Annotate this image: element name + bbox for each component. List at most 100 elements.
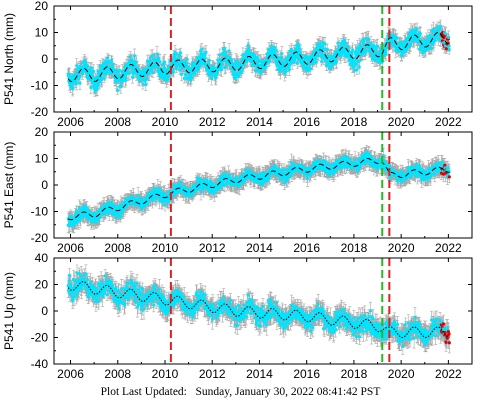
- data-point: [80, 287, 84, 291]
- data-point: [218, 184, 222, 188]
- data-point: [75, 209, 79, 213]
- data-point: [194, 299, 198, 303]
- data-point: [237, 184, 241, 188]
- data-point: [67, 274, 71, 278]
- data-point: [382, 163, 386, 168]
- data-point: [286, 56, 290, 60]
- data-point: [174, 66, 179, 70]
- data-point: [349, 57, 353, 61]
- data-point: [212, 191, 216, 195]
- data-point: [342, 308, 346, 312]
- data-point: [205, 178, 209, 182]
- data-point: [110, 65, 114, 69]
- data-point: [288, 175, 292, 179]
- data-point: [406, 321, 410, 325]
- data-point: [141, 293, 145, 298]
- data-point: [119, 215, 123, 219]
- data-point: [308, 67, 313, 71]
- data-point: [404, 38, 408, 43]
- y-tick-label: 10: [35, 26, 49, 40]
- data-point: [229, 314, 233, 318]
- data-point: [144, 83, 148, 87]
- x-tick-label: 2020: [388, 367, 415, 381]
- data-point: [290, 172, 294, 176]
- data-point: [221, 311, 225, 315]
- data-point: [200, 292, 204, 296]
- data-point: [435, 317, 439, 321]
- data-point: [285, 179, 289, 183]
- data-point: [228, 173, 232, 177]
- data-point: [142, 67, 146, 72]
- data-point: [408, 338, 412, 342]
- data-point: [133, 298, 137, 302]
- data-point: [325, 48, 329, 52]
- data-point: [370, 155, 374, 159]
- data-point: [136, 76, 140, 80]
- x-tick-label: 2022: [435, 241, 462, 255]
- data-point: [298, 50, 302, 54]
- data-point: [128, 55, 132, 59]
- data-point: [119, 84, 123, 88]
- data-point: [234, 175, 238, 179]
- data-point: [356, 167, 360, 171]
- data-point: [280, 52, 284, 56]
- data-point: [151, 54, 155, 58]
- data-point: [114, 286, 118, 290]
- data-point: [395, 36, 399, 40]
- data-point: [268, 301, 272, 305]
- data-point: [241, 67, 245, 71]
- data-point: [72, 223, 76, 227]
- x-tick-label: 2020: [388, 241, 415, 255]
- data-point: [165, 311, 169, 315]
- data-point: [308, 318, 312, 322]
- data-point: [136, 194, 140, 198]
- data-point: [287, 68, 291, 72]
- data-point: [74, 79, 78, 83]
- data-point: [434, 35, 438, 39]
- x-tick-label: 2012: [199, 241, 226, 255]
- data-point: [357, 327, 361, 331]
- data-point: [357, 335, 362, 339]
- data-point: [321, 307, 325, 311]
- data-point: [236, 316, 240, 320]
- data-point: [221, 181, 225, 185]
- data-point: [365, 328, 370, 332]
- data-point: [407, 334, 411, 338]
- data-point: [210, 317, 215, 321]
- data-point: [417, 164, 421, 168]
- data-point: [199, 190, 203, 194]
- data-point: [158, 60, 162, 64]
- data-point: [302, 62, 306, 66]
- x-tick-label: 2008: [104, 115, 131, 129]
- data-point: [210, 313, 214, 317]
- data-point: [273, 300, 277, 305]
- data-point: [79, 215, 83, 219]
- data-point: [208, 187, 212, 191]
- data-point: [123, 301, 127, 305]
- data-point: [178, 68, 182, 72]
- data-point: [401, 344, 405, 349]
- x-tick-label: 2008: [104, 241, 131, 255]
- data-point: [134, 288, 138, 292]
- data-point: [104, 211, 108, 215]
- y-tick-label: -20: [31, 105, 49, 119]
- data-point: [323, 314, 327, 318]
- data-point: [105, 293, 109, 297]
- data-point: [75, 64, 79, 68]
- data-point: [203, 56, 207, 60]
- data-point: [339, 308, 344, 312]
- data-point: [79, 274, 83, 278]
- data-point: [204, 50, 208, 54]
- data-point: [257, 64, 261, 68]
- data-point: [151, 294, 155, 298]
- data-point: [152, 186, 156, 191]
- data-point: [446, 166, 450, 170]
- x-tick-label: 2006: [57, 367, 84, 381]
- data-point: [135, 305, 140, 309]
- data-point: [409, 43, 413, 47]
- data-layer: [66, 264, 451, 355]
- data-point: [442, 35, 446, 40]
- data-point: [141, 82, 145, 86]
- data-point: [220, 67, 224, 72]
- y-tick-label: 10: [35, 152, 49, 166]
